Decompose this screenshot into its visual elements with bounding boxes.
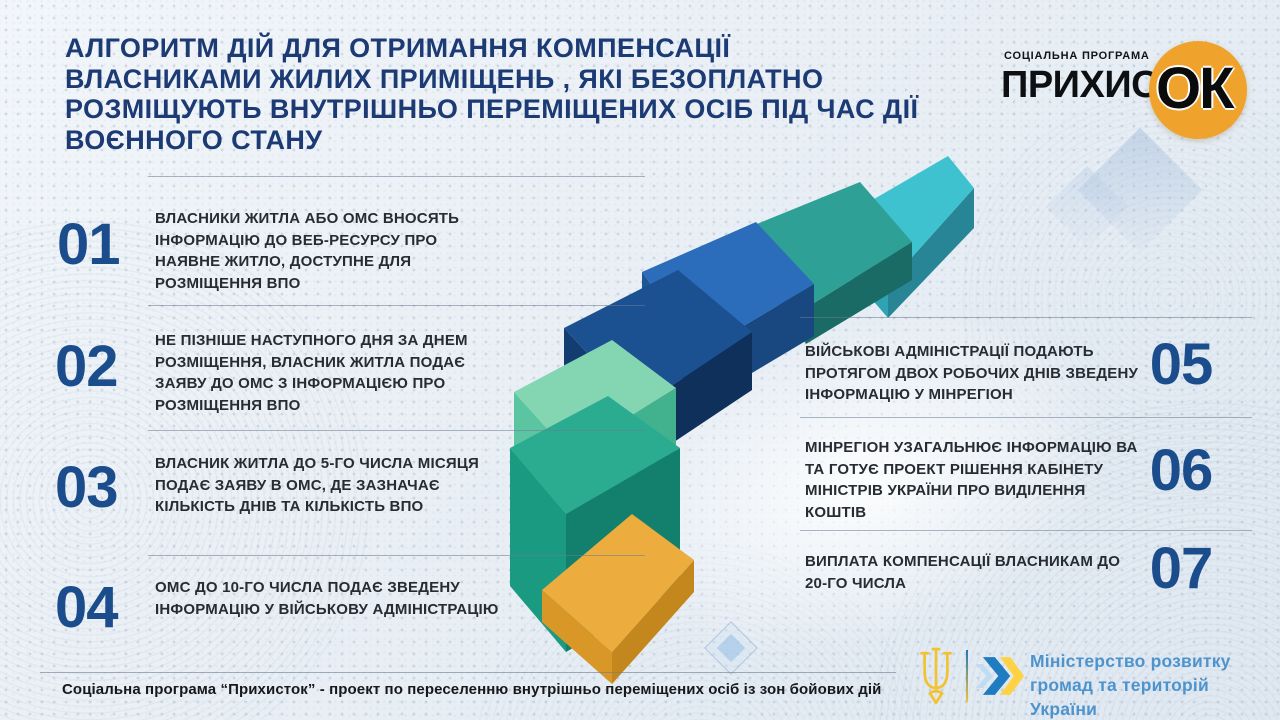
page-title: АЛГОРИТМ ДІЙ ДЛЯ ОТРИМАННЯ КОМПЕНСАЦІЇ В… [65,33,918,155]
ministry-name: Міністерство розвитку громад та територі… [1030,649,1272,720]
stair-step-7-side-face [888,188,974,318]
program-tagline: СОЦІАЛЬНА ПРОГРАМА [1004,50,1150,62]
step-text-02: НЕ ПІЗНІШЕ НАСТУПНОГО ДНЯ ЗА ДНЕМ РОЗМІЩ… [155,332,468,414]
title-line: АЛГОРИТМ ДІЙ ДЛЯ ОТРИМАННЯ КОМПЕНСАЦІЇ [65,33,731,63]
stair-step-6-side-face [806,242,912,344]
ok-badge-circle: ОК [1149,41,1247,139]
stair-step-1-front-face [542,590,612,684]
step-text-03: ВЛАСНИК ЖИТЛА ДО 5-ГО ЧИСЛА МІСЯЦЯ ПОДАЄ… [155,455,479,515]
program-logo: СОЦІАЛЬНА ПРОГРАМА ПРИХИСТ ОК [1001,41,1261,148]
separator-line [800,317,1252,318]
ok-badge-text: ОК [1156,56,1235,121]
ministry-logo-block: Міністерство розвитку громад та територі… [916,644,1272,719]
step-number-02: 02 [55,334,119,399]
separator-line [800,530,1252,531]
separator-line [800,417,1252,418]
title-line: РОЗМІЩУЮТЬ ВНУТРІШНЬО ПЕРЕМІЩЕНИХ ОСІБ П… [65,94,919,124]
step-number-01: 01 [57,212,121,277]
title-line: ВЛАСНИКАМИ ЖИЛИХ ПРИМІЩЕНЬ , ЯКІ БЕЗОПЛА… [65,63,824,94]
step-number-05: 05 [1149,332,1214,397]
stair-step-1-top-face [542,514,694,652]
step-number-07: 07 [1149,536,1214,601]
step-text-07: ВИПЛАТА КОМПЕНСАЦІЇ ВЛАСНИКАМ ДО 20-ГО Ч… [805,553,1121,592]
stair-step-1-side-face [612,560,694,684]
chevron-blue-shape [982,657,1011,695]
chevron-yellow-shape [1000,657,1024,695]
step-number-04: 04 [55,575,119,640]
separator-line [148,430,645,431]
step-text-01: ВЛАСНИКИ ЖИТЛА АБО ОМС ВНОСЯТЬ ІНФОРМАЦІ… [155,210,460,292]
ministry-name-line: Міністерство розвитку [1030,651,1231,671]
chevron-light-shape [976,664,994,688]
footer-divider-line [40,672,896,673]
step-number-06: 06 [1149,438,1214,503]
title-line: ВОЄННОГО СТАНУ [65,124,323,155]
ministry-name-line: громад та територій України [1030,675,1209,719]
chevron-logo-icon [976,657,1024,695]
step-text-06: МІНРЕГІОН УЗАГАЛЬНЮЄ ІНФОРМАЦІЮ ВА ТА ГО… [805,439,1138,521]
step-number-03: 03 [55,455,119,520]
step-text-05: ВІЙСЬКОВІ АДМІНІСТРАЦІЇ ПОДАЮТЬ ПРОТЯГОМ… [805,343,1139,403]
stair-step-2-top-face [510,396,680,514]
spiral-staircase-graphic [510,156,974,684]
separator-line [148,176,645,177]
footer-note: Соціальна програма “Прихисток” - проект … [62,681,882,698]
logo-divider-bar [966,650,968,702]
separator-line [148,555,645,556]
step-text-04: ОМС ДО 10-ГО ЧИСЛА ПОДАЄ ЗВЕДЕНУ ІНФОРМА… [155,579,499,618]
separator-line [148,305,645,306]
trident-icon [920,647,952,705]
